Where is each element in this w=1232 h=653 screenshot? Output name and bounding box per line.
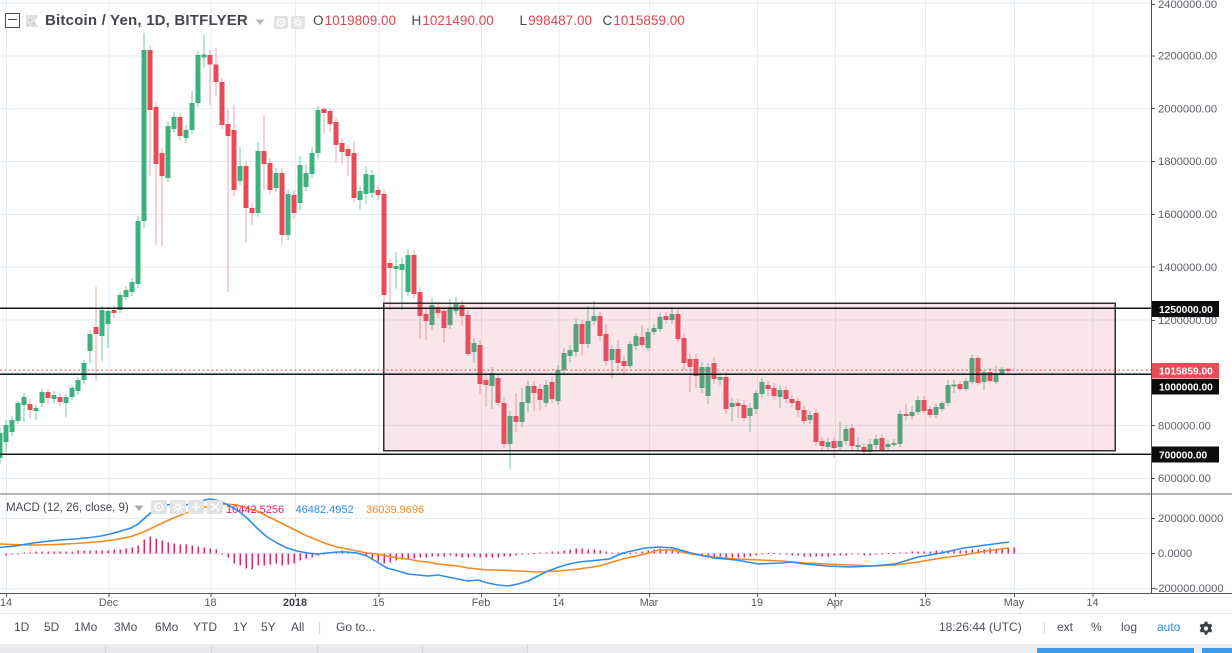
svg-text:0.0000: 0.0000	[1158, 548, 1192, 560]
svg-text:1200000.00: 1200000.00	[1158, 315, 1217, 327]
svg-text:2400000.00: 2400000.00	[1158, 0, 1217, 11]
svg-text:1400000.00: 1400000.00	[1158, 262, 1217, 274]
svg-text:14: 14	[552, 597, 564, 609]
svg-text:18: 18	[204, 597, 216, 609]
svg-text:16: 16	[919, 597, 931, 609]
svg-text:200000.0000: 200000.0000	[1158, 513, 1223, 525]
svg-text:14: 14	[1086, 597, 1098, 609]
svg-text:2200000.00: 2200000.00	[1158, 50, 1217, 62]
svg-text:1800000.00: 1800000.00	[1158, 156, 1217, 168]
svg-text:19: 19	[751, 597, 763, 609]
svg-text:14: 14	[0, 597, 12, 609]
svg-text:-200000.0000: -200000.0000	[1155, 583, 1224, 595]
svg-text:Feb: Feb	[472, 597, 491, 609]
svg-text:May: May	[1004, 597, 1025, 609]
svg-text:2018: 2018	[283, 597, 307, 609]
svg-text:15: 15	[372, 597, 384, 609]
svg-text:600000.00: 600000.00	[1158, 473, 1211, 485]
svg-text:700000.00: 700000.00	[1159, 450, 1207, 461]
svg-text:1250000.00: 1250000.00	[1159, 305, 1213, 316]
svg-text:Apr: Apr	[827, 597, 844, 609]
svg-text:1015859.00: 1015859.00	[1159, 366, 1213, 377]
svg-text:1600000.00: 1600000.00	[1158, 209, 1217, 221]
svg-text:Mar: Mar	[640, 597, 659, 609]
svg-text:1000000.00: 1000000.00	[1159, 383, 1213, 394]
svg-text:800000.00: 800000.00	[1158, 420, 1211, 432]
svg-text:2000000.00: 2000000.00	[1158, 103, 1217, 115]
svg-text:Dec: Dec	[99, 597, 119, 609]
